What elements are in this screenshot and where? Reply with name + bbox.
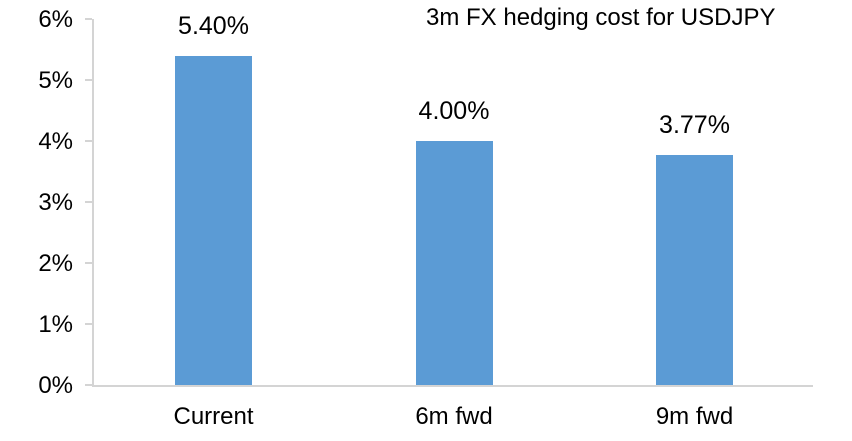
y-tick-mark	[85, 18, 92, 20]
y-tick-label: 5%	[38, 67, 73, 94]
y-axis-line	[92, 19, 94, 387]
y-tick-label: 3%	[38, 189, 73, 216]
bar	[415, 141, 493, 385]
y-tick-label: 0%	[38, 372, 73, 399]
bar	[656, 155, 733, 385]
x-category-label: 9m fwd	[655, 403, 734, 430]
bar-value-label: 3.77%	[659, 111, 730, 139]
y-tick-mark	[85, 323, 92, 325]
chart-title: 3m FX hedging cost for USDJPY	[426, 4, 776, 31]
bar-value-label: 4.00%	[418, 97, 490, 125]
y-tick-mark	[85, 262, 92, 264]
y-tick-mark	[85, 140, 92, 142]
y-tick-label: 1%	[38, 311, 73, 338]
bar-value-label: 5.40%	[178, 12, 249, 40]
y-tick-label: 4%	[38, 128, 73, 155]
y-tick-label: 2%	[38, 250, 73, 277]
x-category-label: Current	[173, 403, 254, 430]
y-tick-mark	[85, 201, 92, 203]
x-category-label: 6m fwd	[415, 403, 493, 430]
x-axis-line	[92, 385, 813, 387]
bar	[175, 56, 252, 385]
y-tick-label: 6%	[38, 6, 73, 33]
y-tick-mark	[85, 79, 92, 81]
y-tick-mark	[85, 384, 92, 386]
